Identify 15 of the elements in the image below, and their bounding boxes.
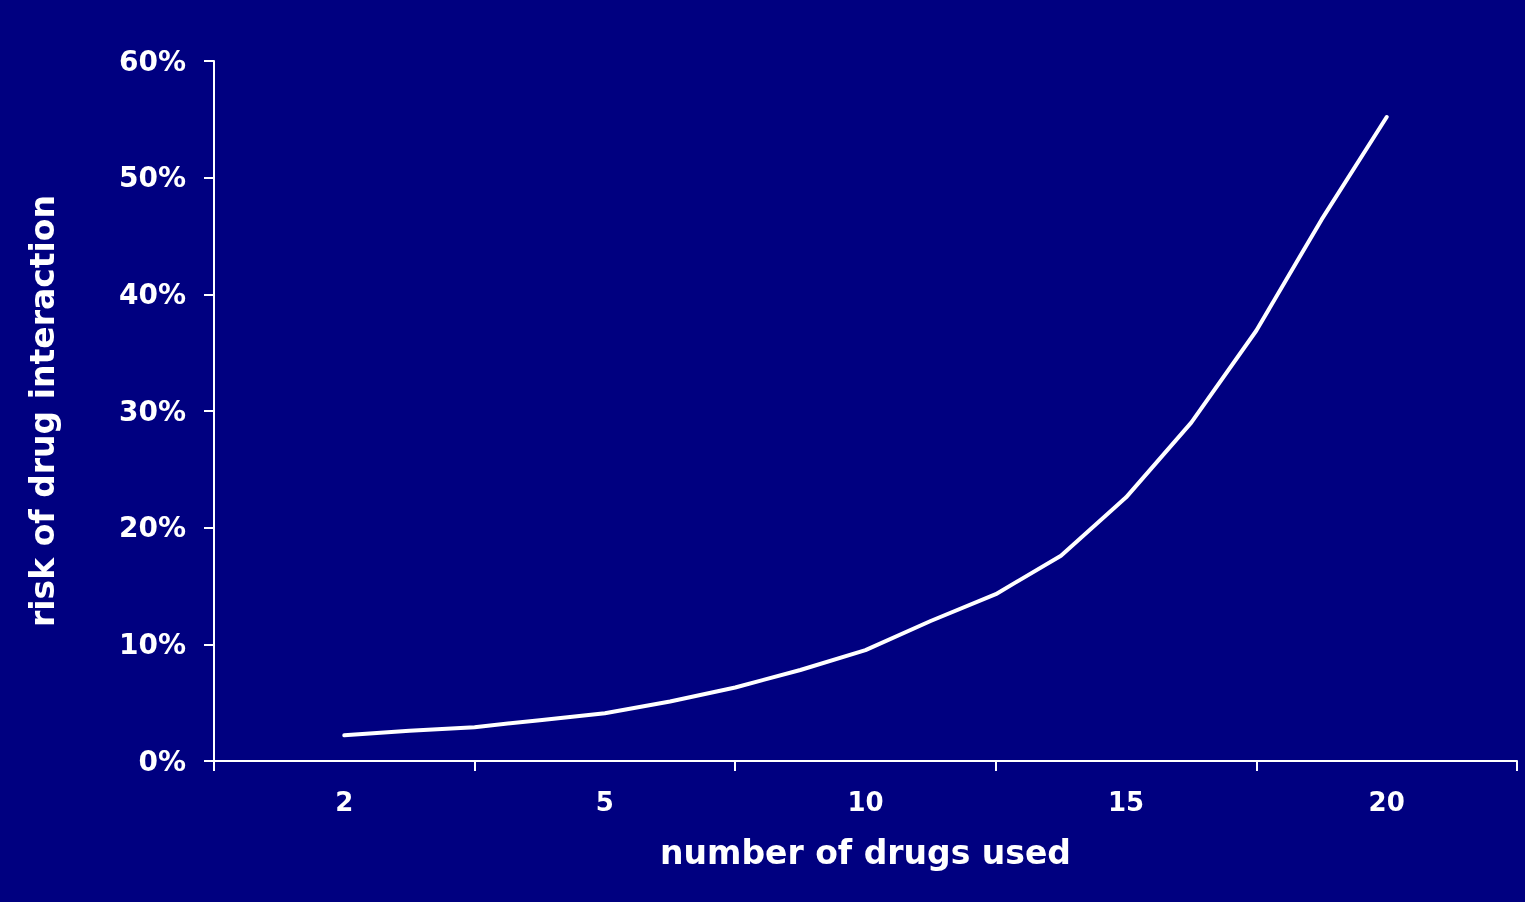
y-tick-label: 20%	[118, 511, 186, 545]
y-tick-label: 50%	[118, 161, 186, 195]
x-tick-label: 15	[1108, 787, 1145, 817]
y-tick-label: 40%	[118, 277, 186, 311]
x-tick-label: 10	[847, 787, 884, 817]
x-tick-label: 20	[1368, 787, 1405, 817]
x-tick-label: 2	[335, 787, 354, 817]
x-tick-label: 5	[595, 787, 614, 817]
y-tick-label: 60%	[118, 44, 186, 78]
y-tick-label: 10%	[118, 627, 186, 661]
x-axis-title: number of drugs used	[660, 833, 1071, 872]
y-tick-label: 0%	[138, 744, 186, 778]
y-tick-label: 30%	[118, 394, 186, 428]
y-axis-title: risk of drug interaction	[23, 195, 62, 627]
line-series	[342, 115, 1389, 738]
